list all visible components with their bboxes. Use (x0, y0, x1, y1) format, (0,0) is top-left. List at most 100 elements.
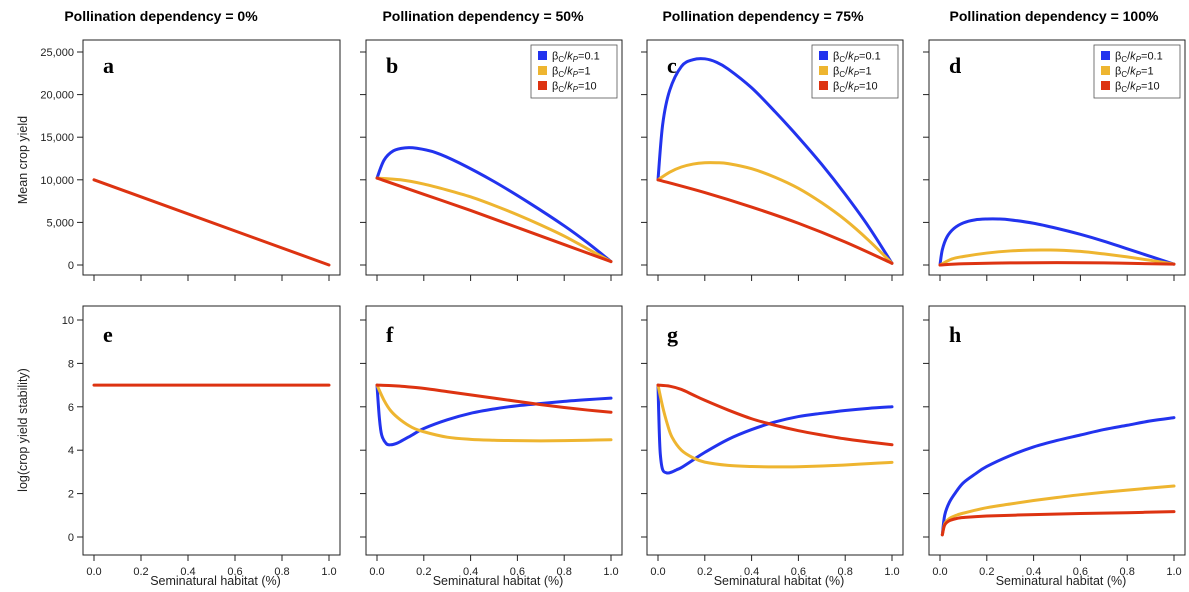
y-tick-label: 2 (68, 489, 74, 501)
panel-letter: e (103, 322, 113, 347)
legend-label-part: =10 (859, 81, 878, 93)
legend-label: βC/kP=1 (552, 66, 591, 80)
legend-label-part: k (1130, 81, 1136, 93)
legend-swatch (819, 51, 828, 60)
legend-label-part: k (1130, 66, 1136, 78)
series-line (940, 416, 1176, 537)
legend-label-part: / (1127, 81, 1131, 93)
x-tick-label: 0.0 (932, 566, 947, 578)
legend-label: βC/kP=10 (833, 81, 878, 95)
panel-e: 0 2 4 6 8 10 0.0 0.2 0.4 0.6 0.8 1.0 e (62, 305, 341, 578)
plot-frame (646, 305, 904, 556)
panel-g: 0.0 0.2 0.4 0.6 0.8 1.0 g (641, 305, 904, 578)
legend-label-part: =1 (1141, 66, 1154, 78)
series-line (375, 383, 613, 443)
x-tick-label: 0.8 (1120, 566, 1135, 578)
x-tick-label: 0.2 (979, 566, 994, 578)
panel-a: 0 5,000 10,000 15,000 20,000 25,000 a (40, 39, 341, 281)
legend-label-part: C (1121, 55, 1127, 64)
legend-label-part: β (552, 66, 558, 78)
plot-frame (82, 39, 341, 276)
y-tick-label: 5,000 (46, 217, 74, 229)
series-line (656, 383, 894, 447)
legend-label-part: =10 (1141, 81, 1160, 93)
legend-label-part: =10 (578, 81, 597, 93)
panel-c: c βC/kP=0.1βC/kP=1βC/kP=10 (641, 39, 904, 281)
series-line (92, 178, 331, 267)
legend-label-part: β (1115, 66, 1121, 78)
series-line (375, 146, 613, 264)
legend-label-part: / (564, 66, 568, 78)
legend-label-part: β (833, 66, 839, 78)
plot-frame (928, 305, 1186, 556)
y-tick-label: 25,000 (40, 47, 74, 59)
column-title: Pollination dependency = 100% (950, 8, 1159, 24)
panel-h: 0.0 0.2 0.4 0.6 0.8 1.0 h (923, 305, 1186, 578)
legend-label-part: / (564, 81, 568, 93)
legend-label-part: C (1121, 70, 1127, 79)
x-tick-label: 1.0 (321, 566, 336, 578)
legend-label-part: P (573, 70, 579, 79)
x-tick-label: 0.2 (416, 566, 431, 578)
x-tick-label: 1.0 (884, 566, 899, 578)
x-tick-label: 0.4 (463, 566, 478, 578)
legend-label-part: k (848, 81, 854, 93)
y-tick-label: 20,000 (40, 90, 74, 102)
x-axis-title: Seminatural habitat (%) (433, 574, 564, 588)
series-line (375, 176, 613, 264)
x-tick-label: 0.8 (838, 566, 853, 578)
y-tick-label: 10 (62, 315, 74, 327)
plot-frame (365, 39, 623, 276)
legend-label: βC/kP=0.1 (833, 51, 881, 65)
legend-label-part: / (845, 51, 849, 63)
series-line (656, 57, 894, 265)
x-tick-label: 0.4 (744, 566, 759, 578)
legend-label: βC/kP=0.1 (552, 51, 600, 65)
x-tick-label: 0.0 (86, 566, 101, 578)
legend-label-part: / (1127, 66, 1131, 78)
x-axis-title: Seminatural habitat (%) (714, 574, 845, 588)
panel-letter: h (949, 322, 961, 347)
series-line (375, 383, 613, 414)
panel-d: d βC/kP=0.1βC/kP=1βC/kP=10 (923, 39, 1186, 281)
x-tick-label: 0.6 (510, 566, 525, 578)
legend-label-part: / (1127, 51, 1131, 63)
x-tick-label: 0.8 (274, 566, 289, 578)
panel-letter: f (386, 322, 394, 347)
series-line (375, 383, 613, 447)
x-tick-label: 0.6 (227, 566, 242, 578)
legend: βC/kP=0.1βC/kP=1βC/kP=10 (811, 44, 899, 99)
legend-swatch (1101, 51, 1110, 60)
legend-label: βC/kP=10 (552, 81, 597, 95)
x-tick-label: 0.0 (650, 566, 665, 578)
legend-label-part: / (564, 51, 568, 63)
panel-f: 0.0 0.2 0.4 0.6 0.8 1.0 f (360, 305, 623, 578)
x-axis-title: Seminatural habitat (%) (996, 574, 1127, 588)
legend-label: βC/kP=10 (1115, 81, 1160, 95)
y-tick-label: 15,000 (40, 132, 74, 144)
legend-swatch (819, 81, 828, 90)
legend-label-part: P (854, 70, 860, 79)
panel-letter: d (949, 53, 961, 78)
legend-label-part: β (552, 81, 558, 93)
legend-label-part: k (848, 51, 854, 63)
panel-letter: a (103, 53, 114, 78)
legend: βC/kP=0.1βC/kP=1βC/kP=10 (1093, 44, 1181, 99)
plot-frame (365, 305, 623, 556)
y-axis-title: Mean crop yield (16, 116, 30, 204)
x-tick-label: 0.4 (1026, 566, 1041, 578)
plot-frame (82, 305, 341, 556)
series-line (940, 510, 1176, 537)
series-line (938, 217, 1176, 267)
y-tick-label: 0 (68, 532, 74, 544)
y-tick-label: 10,000 (40, 175, 74, 187)
column-title: Pollination dependency = 50% (382, 8, 584, 24)
legend-label: βC/kP=0.1 (1115, 51, 1163, 65)
legend-label-part: β (833, 51, 839, 63)
legend-label-part: C (558, 70, 564, 79)
legend-label-part: C (558, 85, 564, 94)
panel-letter: b (386, 53, 398, 78)
series-line (375, 176, 613, 264)
legend-label-part: P (854, 55, 860, 64)
